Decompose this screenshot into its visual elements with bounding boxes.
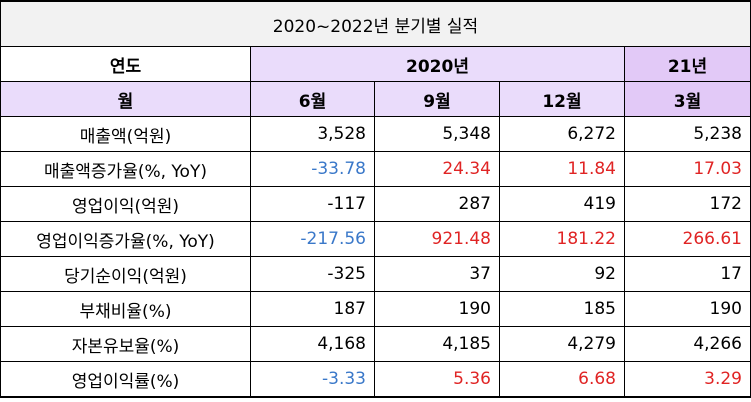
cell-value: 4,279	[499, 326, 625, 362]
row-label: 매출액증가율(%, YoY)	[0, 151, 251, 187]
row-label: 영업이익증가율(%, YoY)	[0, 221, 251, 257]
cell-value: 24.34	[374, 151, 500, 187]
row-label: 당기순이익(억원)	[0, 256, 251, 292]
table-title: 2020~2022년 분기별 실적	[0, 0, 751, 47]
cell-value: 4,185	[374, 326, 500, 362]
table-row: 영업이익(억원) -117 287 419 172	[0, 186, 751, 222]
cell-value: 921.48	[374, 221, 500, 257]
cell-value: 5,238	[624, 116, 751, 152]
cell-value: 187	[250, 291, 375, 327]
cell-value: 190	[624, 291, 751, 327]
month-header: 3월	[624, 81, 751, 117]
month-header: 12월	[499, 81, 625, 117]
cell-value: 4,168	[250, 326, 375, 362]
cell-value: 190	[374, 291, 500, 327]
month-header: 9월	[374, 81, 500, 117]
cell-value: 3.29	[624, 361, 751, 398]
cell-value: 17	[624, 256, 751, 292]
cell-value: 17.03	[624, 151, 751, 187]
row-label: 자본유보율(%)	[0, 326, 251, 362]
cell-value: 185	[499, 291, 625, 327]
cell-value: -217.56	[250, 221, 375, 257]
year-2020-header: 2020년	[250, 46, 625, 82]
cell-value: 172	[624, 186, 751, 222]
row-label: 부채비율(%)	[0, 291, 251, 327]
cell-value: 92	[499, 256, 625, 292]
table-row: 영업이익률(%) -3.33 5.36 6.68 3.29	[0, 361, 751, 398]
cell-value: -117	[250, 186, 375, 222]
row-label: 매출액(억원)	[0, 116, 251, 152]
cell-value: 5.36	[374, 361, 500, 398]
cell-value: 419	[499, 186, 625, 222]
month-header: 6월	[250, 81, 375, 117]
year-label: 연도	[0, 46, 251, 82]
table-row: 영업이익증가율(%, YoY) -217.56 921.48 181.22 26…	[0, 221, 751, 257]
title-row: 2020~2022년 분기별 실적	[0, 0, 751, 47]
table-row: 매출액증가율(%, YoY) -33.78 24.34 11.84 17.03	[0, 151, 751, 187]
row-label: 영업이익률(%)	[0, 361, 251, 398]
row-label: 영업이익(억원)	[0, 186, 251, 222]
cell-value: -3.33	[250, 361, 375, 398]
cell-value: -325	[250, 256, 375, 292]
year-header-row: 연도 2020년 21년	[0, 46, 751, 82]
cell-value: 3,528	[250, 116, 375, 152]
table-row: 부채비율(%) 187 190 185 190	[0, 291, 751, 327]
cell-value: 37	[374, 256, 500, 292]
table-row: 자본유보율(%) 4,168 4,185 4,279 4,266	[0, 326, 751, 362]
cell-value: 5,348	[374, 116, 500, 152]
cell-value: -33.78	[250, 151, 375, 187]
cell-value: 6.68	[499, 361, 625, 398]
cell-value: 181.22	[499, 221, 625, 257]
cell-value: 4,266	[624, 326, 751, 362]
year-21-header: 21년	[624, 46, 751, 82]
cell-value: 6,272	[499, 116, 625, 152]
cell-value: 287	[374, 186, 500, 222]
table-row: 매출액(억원) 3,528 5,348 6,272 5,238	[0, 116, 751, 152]
month-label: 월	[0, 81, 251, 117]
month-header-row: 월 6월 9월 12월 3월	[0, 81, 751, 117]
cell-value: 11.84	[499, 151, 625, 187]
cell-value: 266.61	[624, 221, 751, 257]
table-row: 당기순이익(억원) -325 37 92 17	[0, 256, 751, 292]
